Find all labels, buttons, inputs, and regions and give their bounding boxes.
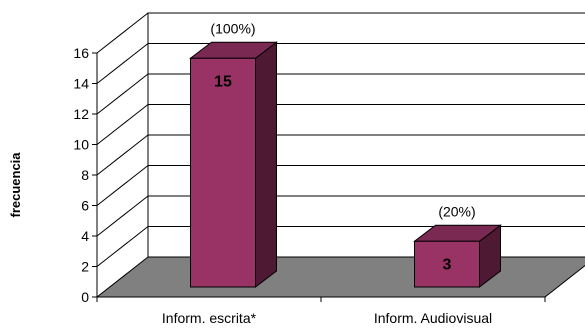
gridline-side	[96, 226, 149, 267]
chart-floor	[95, 256, 585, 298]
gridline-side	[96, 134, 149, 176]
y-tick-label: 6	[81, 198, 89, 214]
gridline-side	[96, 43, 149, 84]
y-tick-label: 4	[81, 228, 89, 244]
bar: 3 (20%)	[413, 203, 502, 289]
bar-front	[414, 240, 480, 288]
gridline-side	[96, 165, 149, 206]
bar: 15 (100%)	[189, 20, 278, 289]
gridline-side	[96, 73, 149, 115]
bar-side	[255, 41, 277, 289]
gridlines	[96, 12, 585, 267]
y-tick-label: 8	[81, 167, 89, 183]
gridline-side	[96, 195, 149, 237]
y-axis: 0 2 4 6 8 10 12 14 16	[73, 45, 98, 305]
y-tick-label: 0	[81, 289, 89, 305]
x-tick-label: Inform. Audiovisual	[374, 310, 492, 326]
y-tick-label: 2	[81, 259, 89, 275]
y-tick-label: 16	[73, 45, 89, 61]
y-tick-label: 12	[73, 106, 89, 122]
bar-value-label: 3	[443, 256, 452, 273]
floor-plane	[95, 256, 585, 298]
y-tick-label: 10	[73, 137, 89, 153]
bars: 15 (100%) 3 (20%)	[189, 20, 502, 289]
bar-percent-label: (100%)	[210, 20, 255, 36]
gridline-side	[96, 104, 149, 145]
gridline-side	[96, 12, 149, 54]
bar-value-label: 15	[214, 73, 232, 90]
y-tick-label: 14	[73, 76, 89, 92]
bar-front	[190, 57, 256, 288]
x-axis: Inform. escrita* Inform. Audiovisual	[96, 296, 546, 326]
y-axis-label: frecuencia	[8, 152, 23, 218]
bar-percent-label: (20%)	[438, 203, 475, 219]
x-tick-label: Inform. escrita*	[162, 310, 257, 326]
